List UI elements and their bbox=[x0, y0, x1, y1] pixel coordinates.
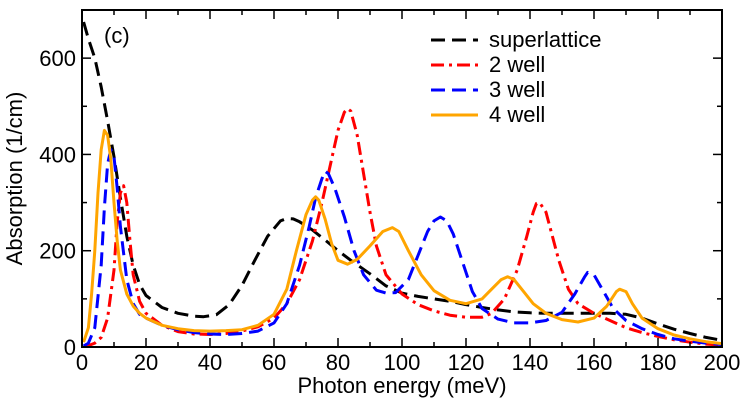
ticks-layer bbox=[81, 10, 723, 348]
series-line-2-well bbox=[83, 107, 722, 347]
series-line-4-well bbox=[82, 128, 722, 346]
y-tick-label: 0 bbox=[64, 335, 76, 360]
y-tick-label: 400 bbox=[39, 142, 76, 167]
legend-label-2-well: 2 well bbox=[489, 52, 545, 77]
x-tick-label: 80 bbox=[326, 350, 350, 375]
y-tick-label: 200 bbox=[39, 239, 76, 264]
x-tick-label: 180 bbox=[640, 350, 677, 375]
series-layer bbox=[82, 21, 722, 347]
series-line-superlattice bbox=[82, 21, 722, 342]
legend-label-3-well: 3 well bbox=[489, 77, 545, 102]
x-tick-label: 20 bbox=[134, 350, 158, 375]
x-tick-label: 40 bbox=[198, 350, 222, 375]
panel-label: (c) bbox=[104, 23, 130, 48]
y-tick-label: 600 bbox=[39, 46, 76, 71]
tick-labels-layer: 0 20 40 60 80 100 120 140 160 180 200 0 200 400 600 bbox=[39, 46, 740, 375]
x-tick-label: 140 bbox=[512, 350, 549, 375]
plot-frame bbox=[81, 9, 723, 348]
x-tick-label: 60 bbox=[262, 350, 286, 375]
x-tick-label: 200 bbox=[704, 350, 741, 375]
x-tick-label: 0 bbox=[76, 350, 88, 375]
x-axis-label: Photon energy (meV) bbox=[297, 373, 506, 398]
y-axis-label: Absorption (1/cm) bbox=[2, 92, 27, 266]
legend-label-superlattice: superlattice bbox=[489, 27, 602, 52]
x-tick-label: 100 bbox=[384, 350, 421, 375]
series-line-3-well bbox=[82, 148, 722, 347]
x-tick-label: 160 bbox=[576, 350, 613, 375]
x-tick-label: 120 bbox=[448, 350, 485, 375]
legend-label-4-well: 4 well bbox=[489, 102, 545, 127]
